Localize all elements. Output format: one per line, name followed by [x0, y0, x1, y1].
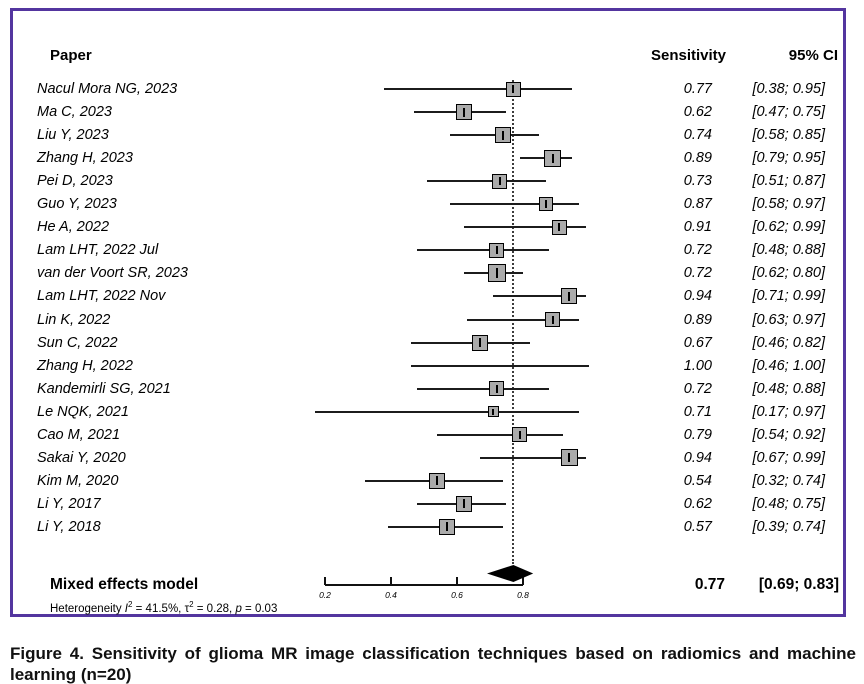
column-header-sensitivity: Sensitivity: [650, 47, 726, 64]
summary-row-label: Mixed effects model: [50, 576, 199, 593]
forest-plot-panel: Paper Sensitivity 95% CI Mixed effects m…: [10, 8, 846, 617]
figure-caption: Figure 4. Sensitivity of glioma MR image…: [10, 644, 856, 684]
summary-sensitivity-value: 0.77: [694, 576, 725, 593]
summary-ci-value: [0.69; 0.83]: [758, 576, 839, 593]
het-i-sup: 2: [128, 600, 133, 610]
het-prefix: Heterogeneity: [50, 603, 125, 615]
het-tau-symbol: τ: [184, 603, 190, 615]
het-p-value: = 0.03: [241, 603, 278, 615]
het-tau-sup: 2: [189, 600, 194, 610]
column-header-ci: 95% CI: [788, 47, 838, 64]
het-i-symbol: I: [124, 603, 128, 615]
het-i-value: = 41.5%,: [132, 603, 185, 615]
column-header-paper: Paper: [50, 47, 92, 64]
het-tau-value: = 0.28,: [193, 603, 236, 615]
het-p-symbol: p: [235, 603, 242, 615]
heterogeneity-note: Heterogeneity I2 = 41.5%, τ2 = 0.28, p =…: [50, 600, 278, 617]
